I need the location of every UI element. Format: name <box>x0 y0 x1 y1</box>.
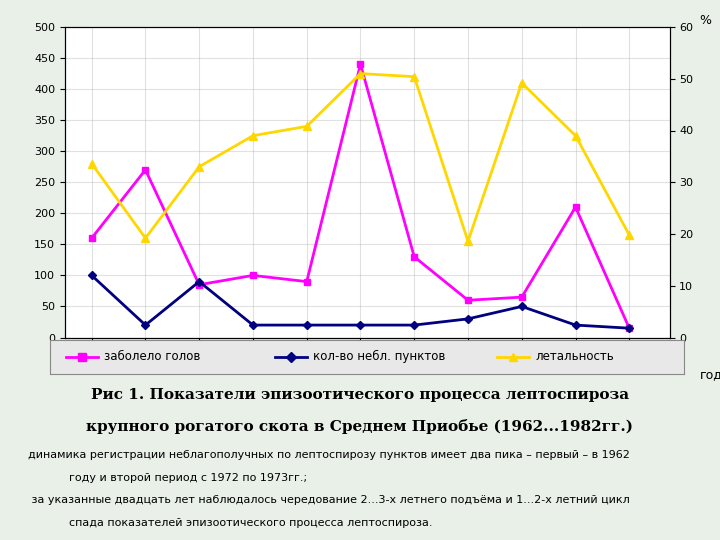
Text: год: год <box>700 368 720 381</box>
Text: за указанные двадцать лет наблюдалось чередование 2...3-х летнего подъёма и 1...: за указанные двадцать лет наблюдалось че… <box>28 495 630 505</box>
Y-axis label: %: % <box>699 14 711 27</box>
Text: кол-во небл. пунктов: кол-во небл. пунктов <box>313 350 446 363</box>
Text: спада показателей эпизоотического процесса лептоспироза.: спада показателей эпизоотического процес… <box>69 518 433 529</box>
Text: году и второй период с 1972 по 1973гг.;: году и второй период с 1972 по 1973гг.; <box>69 473 307 483</box>
Text: крупного рогатого скота в Среднем Приобье (1962...1982гг.): крупного рогатого скота в Среднем Приобь… <box>86 419 634 434</box>
Text: летальность: летальность <box>535 350 614 363</box>
Text: динамика регистрации неблагополучных по лептоспирозу пунктов имеет два пика – пе: динамика регистрации неблагополучных по … <box>28 450 630 461</box>
Text: Рис 1. Показатели эпизоотического процесса лептоспироза: Рис 1. Показатели эпизоотического процес… <box>91 388 629 402</box>
Text: заболело голов: заболело голов <box>104 350 201 363</box>
